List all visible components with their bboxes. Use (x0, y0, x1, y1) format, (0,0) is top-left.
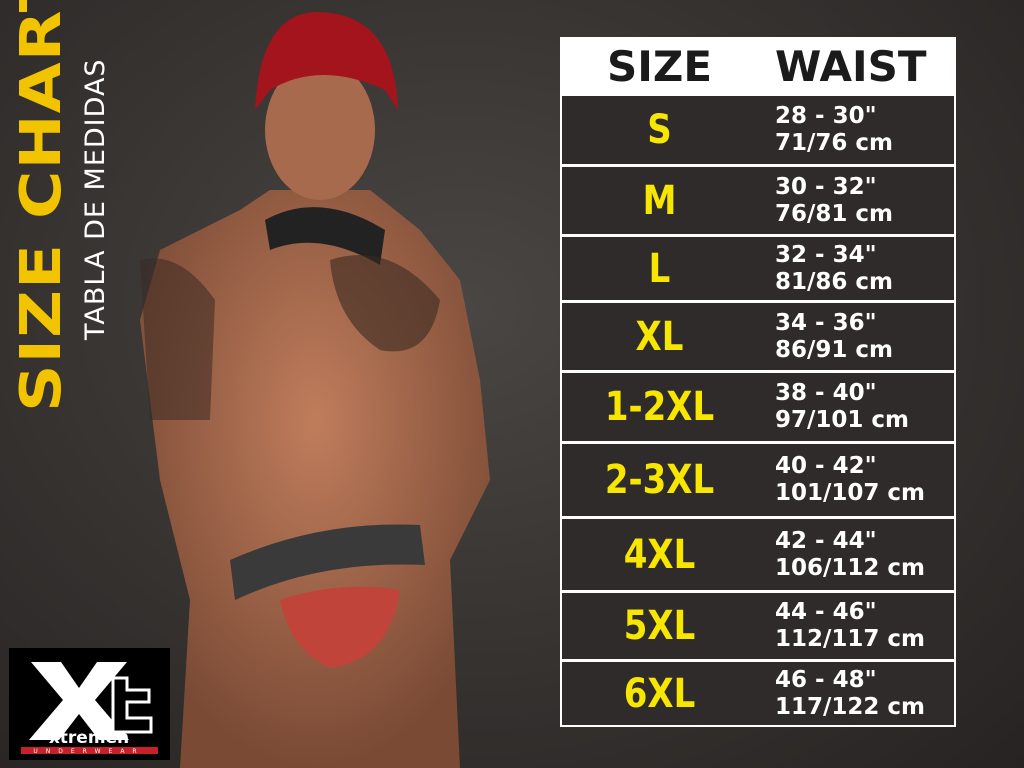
waist-cm: 97/101 cm (775, 407, 910, 433)
waist-inches: 42 - 44" (775, 527, 877, 554)
waist-cm: 117/122 cm (775, 693, 926, 720)
svg-text:UNDERWEAR: UNDERWEAR (33, 748, 144, 755)
waist-inches: 32 - 34" (775, 241, 877, 268)
waist-inches: 44 - 46" (775, 599, 877, 625)
table-row: L 32 - 34" 81/86 cm (562, 234, 954, 300)
table-row: 6XL 46 - 48" 117/122 cm (562, 659, 954, 725)
waist-cm: 101/107 cm (775, 480, 926, 506)
size-cell: 2-3XL (604, 457, 715, 503)
table-row: 5XL 44 - 46" 112/117 cm (562, 590, 954, 659)
table-header: SIZE WAIST (562, 39, 954, 93)
table-row: M 30 - 32" 76/81 cm (562, 164, 954, 234)
table-row: 2-3XL 40 - 42" 101/107 cm (562, 441, 954, 516)
waist-inches: 40 - 42" (775, 453, 877, 479)
size-cell: 1-2XL (604, 384, 715, 430)
waist-inches: 30 - 32" (775, 173, 877, 200)
waist-cm: 71/76 cm (775, 130, 894, 156)
waist-cm: 106/112 cm (775, 554, 926, 581)
waist-inches: 46 - 48" (775, 666, 877, 693)
table-row: S 28 - 30" 71/76 cm (562, 93, 954, 164)
size-table: SIZE WAIST S 28 - 30" 71/76 cm M 30 - 32" 76… (560, 37, 956, 727)
waist-inches: 34 - 36" (775, 309, 877, 336)
header-waist: WAIST (775, 41, 927, 91)
table-row: XL 34 - 36" 86/91 cm (562, 300, 954, 370)
size-chart-title: SIZE CHART (8, 0, 74, 412)
size-cell: M (642, 177, 677, 224)
xtremen-logo: xtremen UNDERWEAR (9, 648, 170, 760)
waist-inches: 38 - 40" (775, 380, 877, 406)
model-photo (140, 11, 490, 768)
waist-cm: 76/81 cm (775, 200, 894, 227)
size-cell: 4XL (623, 531, 696, 578)
size-cell: 5XL (623, 603, 696, 649)
waist-cm: 81/86 cm (775, 268, 894, 295)
xt-logo-icon: xtremen UNDERWEAR (21, 662, 158, 755)
waist-cm: 112/117 cm (775, 626, 926, 652)
header-size: SIZE (606, 41, 713, 91)
svg-text:xtremen: xtremen (49, 728, 129, 748)
table-row: 4XL 42 - 44" 106/112 cm (562, 516, 954, 590)
size-cell: XL (635, 313, 684, 360)
size-chart-subtitle: TABLA DE MEDIDAS (80, 58, 111, 340)
size-cell: L (648, 245, 671, 292)
size-cell: S (647, 107, 672, 153)
waist-cm: 86/91 cm (775, 336, 894, 363)
size-cell: 6XL (623, 670, 696, 717)
table-row: 1-2XL 38 - 40" 97/101 cm (562, 370, 954, 441)
waist-inches: 28 - 30" (775, 103, 877, 129)
